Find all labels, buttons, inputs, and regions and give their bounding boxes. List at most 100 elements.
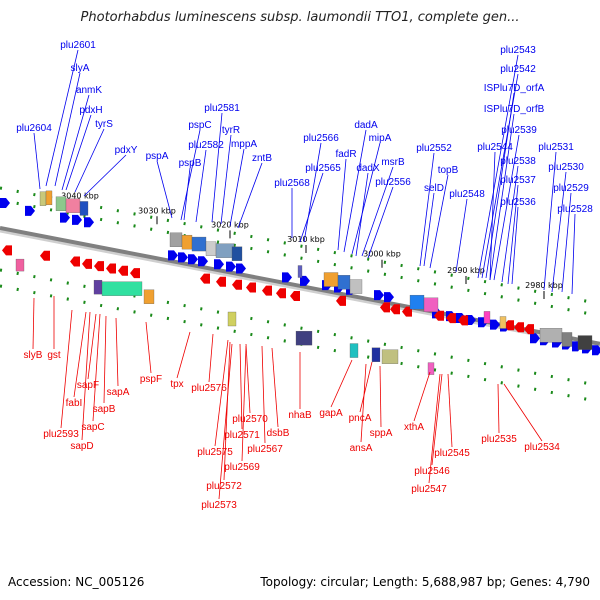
gene-label-bottom: fabI (66, 398, 83, 409)
leader-line-bottom (32, 297, 35, 350)
gene-feature-block (205, 241, 217, 256)
gene-label-bottom: gst (47, 350, 61, 361)
gene-feature-block (483, 311, 491, 324)
forward-gene-arrow (374, 290, 384, 301)
gene-feature-block (45, 190, 53, 206)
reverse-gene-arrow (276, 288, 286, 299)
gene-label-top: plu2565 (305, 163, 341, 174)
forward-gene-arrow (384, 292, 394, 303)
gene-feature-block (577, 335, 593, 350)
reverse-gene-arrow (82, 258, 92, 269)
gene-label-top: plu2582 (188, 140, 224, 151)
gene-label-bottom: sapF (77, 380, 99, 391)
forward-gene-arrow (198, 256, 208, 267)
leader-line-bottom (208, 333, 214, 383)
gene-label-bottom: plu2593 (43, 429, 79, 440)
forward-gene-arrow (0, 198, 10, 208)
gene-feature-block (181, 234, 193, 250)
leader-line-bottom (103, 315, 107, 404)
leader-line-top (211, 112, 223, 223)
leader-line-top (367, 186, 394, 259)
leader-line-top (543, 151, 557, 291)
forward-gene-arrow (168, 250, 178, 261)
gene-label-bottom: sapA (107, 387, 130, 398)
gene-label-bottom: dsbB (267, 428, 290, 439)
reverse-gene-arrow (2, 245, 12, 256)
gene-label-bottom: tpx (170, 379, 183, 390)
gene-label-top: ISPlu7D_orfB (484, 104, 545, 115)
gene-label-top: msrB (381, 157, 405, 168)
reverse-gene-arrow (232, 279, 242, 290)
reverse-gene-arrow (402, 306, 412, 317)
gene-feature-block (427, 362, 435, 375)
forward-gene-arrow (592, 345, 600, 356)
gene-feature-block (101, 281, 143, 296)
gene-feature-block (561, 332, 573, 347)
forward-gene-arrow (72, 214, 82, 225)
gene-feature-block (169, 232, 183, 247)
gene-feature-block (191, 236, 207, 252)
leader-line-bottom (261, 345, 266, 444)
reverse-gene-arrow (216, 276, 226, 287)
gene-label-top: pspB (179, 158, 202, 169)
gene-feature-block (349, 343, 359, 358)
gene-feature-block (79, 201, 89, 216)
gene-label-bottom: plu2576 (191, 383, 227, 394)
leader-line-bottom (214, 339, 229, 447)
gene-label-bottom: plu2570 (232, 414, 268, 425)
leader-line-top (33, 132, 41, 190)
gene-label-top: plu2581 (204, 103, 240, 114)
leader-line-top (74, 128, 105, 193)
tick-label: 2990 kbp (447, 266, 485, 275)
leader-line-top (183, 167, 191, 221)
gene-label-top: pdxH (79, 105, 102, 116)
gene-label-bottom: gapA (319, 408, 343, 419)
gene-label-top: plu2548 (449, 189, 485, 200)
leader-line-top (423, 192, 435, 267)
gene-label-bottom: plu2567 (247, 444, 283, 455)
leader-line-top (343, 129, 367, 253)
leader-line-top (571, 213, 576, 295)
gene-label-top: plu2601 (60, 40, 96, 51)
gene-label-top: mipA (369, 133, 392, 144)
reverse-gene-arrow (390, 304, 400, 315)
leader-line-bottom (330, 359, 353, 408)
reverse-gene-arrow (246, 282, 256, 293)
reverse-gene-arrow (94, 261, 104, 272)
leader-line-top (220, 134, 232, 225)
forward-gene-arrow (490, 319, 500, 330)
gene-label-top: plu2539 (501, 125, 537, 136)
leader-line-top (351, 142, 381, 255)
gene-label-top: fadR (335, 149, 356, 160)
gene-label-top: plu2604 (16, 123, 52, 134)
reverse-gene-arrow (40, 250, 50, 261)
forward-gene-arrow (530, 333, 540, 344)
forward-gene-arrow (188, 254, 198, 265)
leader-line-top (501, 165, 519, 283)
gene-label-top: plu2538 (500, 156, 536, 167)
leader-line-top (65, 114, 92, 191)
reverse-gene-arrow (524, 324, 534, 335)
gene-feature-block (143, 289, 155, 304)
gene-label-top: plu2537 (500, 175, 536, 186)
leader-line-top (429, 174, 449, 269)
gene-label-top: plu2566 (303, 133, 339, 144)
gene-label-top: plu2542 (500, 64, 536, 75)
gene-label-top: slyA (71, 63, 90, 74)
gene-label-bottom: pncA (349, 413, 372, 424)
gene-label-top: pspC (188, 120, 211, 131)
forward-gene-arrow (60, 212, 70, 223)
leader-line-top (237, 162, 263, 229)
leader-line-top (54, 72, 81, 187)
leader-line-top (551, 171, 567, 293)
leader-line-top (493, 134, 520, 281)
gene-label-top: plu2543 (500, 45, 536, 56)
leader-line-bottom (413, 371, 431, 422)
gene-feature-block (371, 347, 381, 362)
gene-label-bottom: plu2546 (414, 466, 450, 477)
leader-line-bottom (87, 313, 97, 380)
gene-label-top: plu2530 (548, 162, 584, 173)
gene-label-bottom: plu2547 (411, 484, 447, 495)
gene-label-top: pdxY (115, 145, 138, 156)
gene-label-bottom: plu2535 (481, 434, 517, 445)
